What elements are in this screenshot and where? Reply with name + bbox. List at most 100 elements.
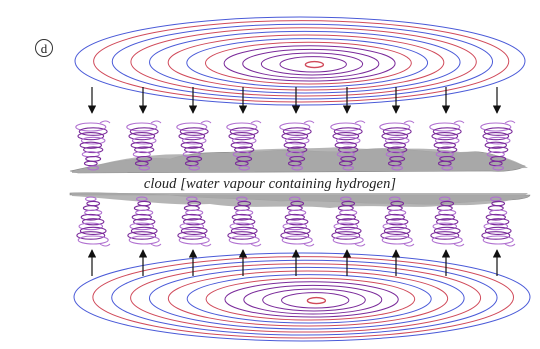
cone-coil <box>291 165 304 171</box>
cone-tail <box>303 120 315 124</box>
cone-coil <box>283 141 307 149</box>
cone-coil <box>488 160 503 167</box>
cone-coil <box>131 136 157 145</box>
cone-coil <box>488 146 509 154</box>
cone-coil <box>230 141 254 149</box>
cone-coil <box>432 222 458 231</box>
vortex-ring <box>262 288 366 312</box>
upper-funnel <box>279 120 315 171</box>
lower-funnel <box>227 196 262 247</box>
cone-coil <box>226 122 258 132</box>
cone-coil <box>280 231 310 240</box>
cone-coil <box>184 160 199 167</box>
bottom-vortex <box>73 252 531 342</box>
vortex-ring <box>74 16 526 106</box>
cone-coil <box>437 146 458 154</box>
cone-coil <box>284 136 310 145</box>
cone-coil <box>482 132 510 141</box>
cone-coil <box>334 141 358 149</box>
cone-coil <box>381 235 413 245</box>
cone-coil <box>130 141 154 149</box>
cone-tail <box>99 120 111 124</box>
cone-coil <box>128 132 156 141</box>
cone-coil <box>85 196 97 202</box>
cone-coil <box>483 127 513 136</box>
cone-coil <box>438 209 457 216</box>
cone-coil <box>232 218 256 226</box>
cone-coil <box>288 196 301 202</box>
cone-coil <box>180 141 204 149</box>
cone-tail <box>200 120 212 124</box>
lower-funnel <box>481 196 516 247</box>
cone-coil <box>76 231 106 240</box>
vortex-ring <box>92 256 515 339</box>
cone-coil <box>485 136 511 145</box>
cone-coil <box>431 132 459 141</box>
cone-coil <box>238 165 250 171</box>
cloud-label: cloud [water vapour containing hydrogen] <box>143 176 397 192</box>
cone-coil <box>83 160 98 167</box>
cone-coil <box>332 132 360 141</box>
cone-coil <box>77 132 105 141</box>
cone-tail <box>303 243 315 247</box>
cone-coil <box>228 132 256 141</box>
cone-coil <box>429 122 461 132</box>
upper-funnel <box>75 120 111 171</box>
cone-coil <box>489 209 508 216</box>
upper-funnel <box>226 120 262 171</box>
cone-coil <box>433 226 461 235</box>
cone-coil <box>338 160 353 167</box>
cone-coil <box>230 226 258 235</box>
cone-coil <box>382 222 408 231</box>
cone-coil <box>231 213 252 221</box>
cone-coil <box>388 196 401 202</box>
cone-tail <box>354 243 366 247</box>
vortex-ring <box>243 284 383 315</box>
cone-coil <box>384 136 410 145</box>
cone-coil <box>482 235 514 245</box>
cone-coil <box>438 196 451 202</box>
cone-coil <box>481 231 511 240</box>
cone-coil <box>178 132 206 141</box>
cone-coil <box>135 209 154 216</box>
lower-funnel <box>76 196 111 247</box>
cone-coil <box>288 209 307 216</box>
cone-coil <box>231 136 257 145</box>
cone-tail <box>504 243 516 247</box>
cone-coil <box>78 222 104 231</box>
cone-coil <box>287 146 308 154</box>
cone-coil <box>137 200 152 207</box>
upper-funnel <box>126 120 162 171</box>
lower-funnel <box>430 196 465 247</box>
upper-funnel <box>176 120 212 171</box>
vortex-ring <box>148 266 465 330</box>
cone-coil <box>434 136 460 145</box>
cone-coil <box>489 196 502 202</box>
cone-coil <box>333 127 363 136</box>
cone-coil <box>80 136 106 145</box>
vortex-ring <box>223 45 396 82</box>
vortex-ring <box>281 292 350 309</box>
cone-coil <box>132 218 156 226</box>
cone-coil <box>287 160 302 167</box>
cone-coil <box>342 165 355 171</box>
cone-coil <box>229 222 255 231</box>
cone-tail <box>150 243 162 247</box>
cone-coil <box>179 222 205 231</box>
cone-coil <box>441 165 454 171</box>
cone-coil <box>188 165 200 171</box>
vortex-core <box>304 60 325 69</box>
vortex-ring <box>130 263 482 333</box>
cloud-lower <box>72 193 528 208</box>
vortex-ring <box>186 38 429 88</box>
vortex-ring <box>205 277 416 321</box>
cone-coil <box>430 231 460 240</box>
lower-funnel <box>380 196 415 247</box>
cone-tail <box>250 120 262 124</box>
lower-funnel <box>280 196 315 247</box>
cone-coil <box>176 122 208 132</box>
cone-coil <box>391 165 404 171</box>
cone-coil <box>382 127 412 136</box>
cone-coil <box>134 146 155 154</box>
